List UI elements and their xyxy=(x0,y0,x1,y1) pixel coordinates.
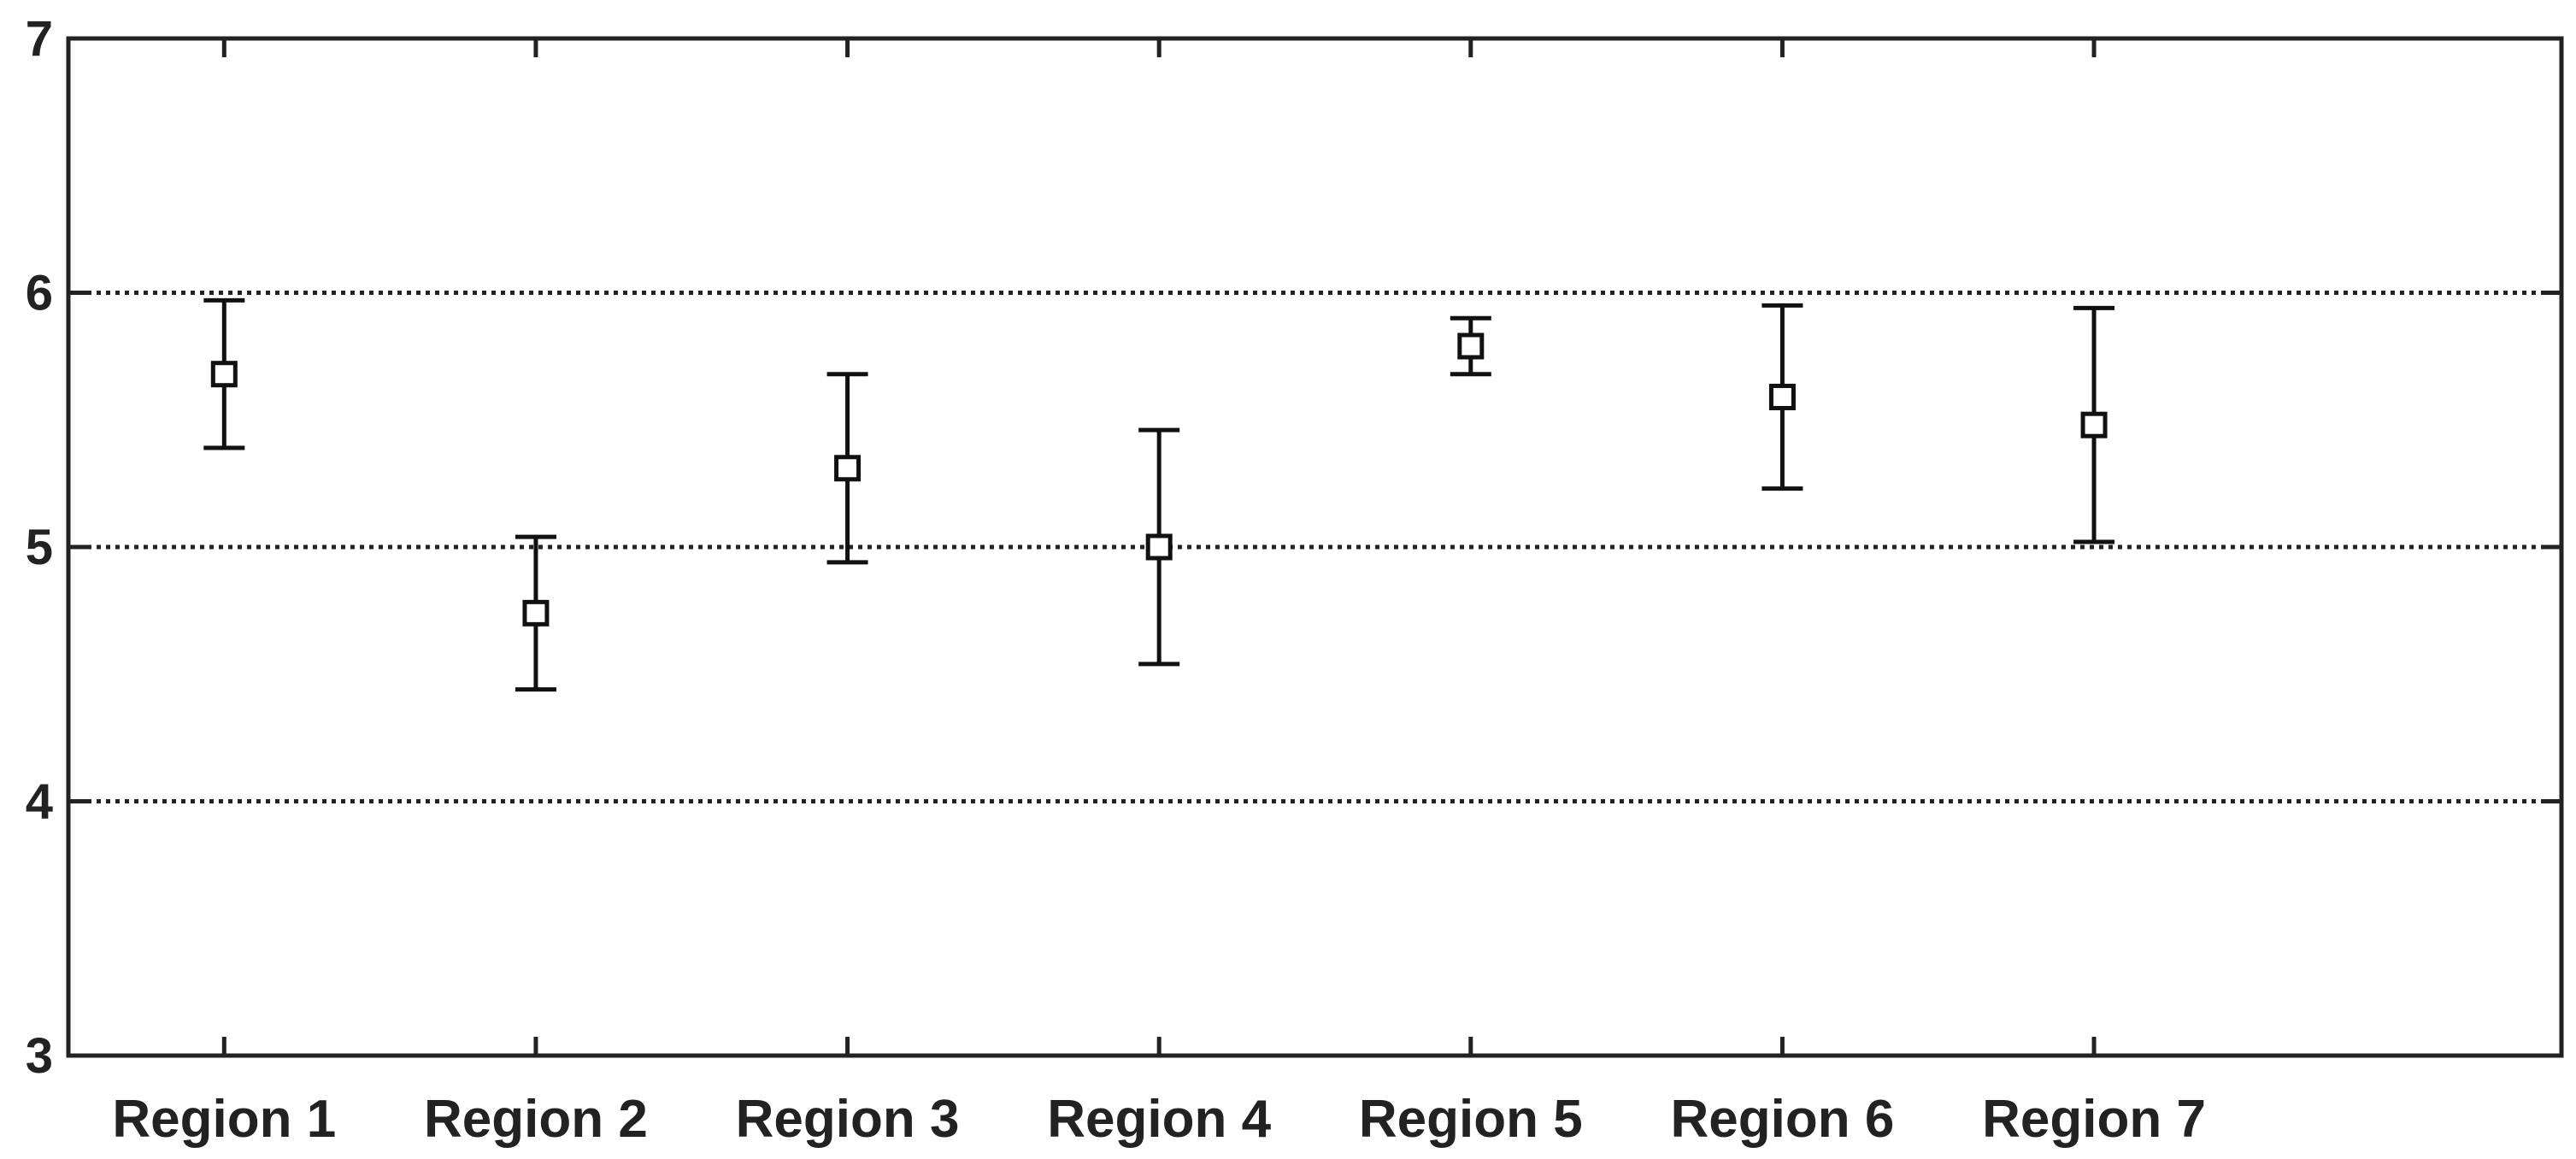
square-marker xyxy=(1457,332,1485,360)
x-tick-label: Region 7 xyxy=(1982,1090,2206,1149)
data-point-2 xyxy=(515,534,556,692)
data-point-1 xyxy=(203,297,245,450)
tick-labels: 3 4 5 6 7 Region 1 Region 2 Region 3 Region 4 Reg… xyxy=(26,11,2206,1149)
x-tick-label: Region 5 xyxy=(1359,1090,1583,1149)
plot-frame xyxy=(66,36,2564,1058)
y-tick-label: 5 xyxy=(26,520,53,575)
x-tick-label: Region 1 xyxy=(112,1090,336,1149)
square-marker xyxy=(210,361,238,388)
y-tick-label: 6 xyxy=(26,266,53,321)
square-marker xyxy=(2080,411,2108,438)
data-point-5 xyxy=(1450,315,1491,377)
data-point-3 xyxy=(826,372,868,565)
data-point-6 xyxy=(1761,303,1803,491)
x-tick-label: Region 4 xyxy=(1047,1090,1271,1149)
axis-ticks xyxy=(68,36,2561,1058)
square-marker xyxy=(1768,383,1796,410)
x-tick-label: Region 6 xyxy=(1671,1090,1895,1149)
y-tick-label: 7 xyxy=(26,11,53,67)
y-tick-label: 4 xyxy=(26,774,53,830)
gridlines xyxy=(68,291,2561,803)
data-marks xyxy=(203,297,2115,692)
square-marker xyxy=(1145,533,1173,561)
y-tick-label: 3 xyxy=(26,1028,53,1084)
x-tick-label: Region 3 xyxy=(736,1090,960,1149)
square-marker xyxy=(522,599,550,627)
data-point-4 xyxy=(1138,427,1180,667)
x-tick-label: Region 2 xyxy=(424,1090,648,1149)
square-marker xyxy=(834,455,862,482)
data-point-7 xyxy=(2073,305,2115,544)
